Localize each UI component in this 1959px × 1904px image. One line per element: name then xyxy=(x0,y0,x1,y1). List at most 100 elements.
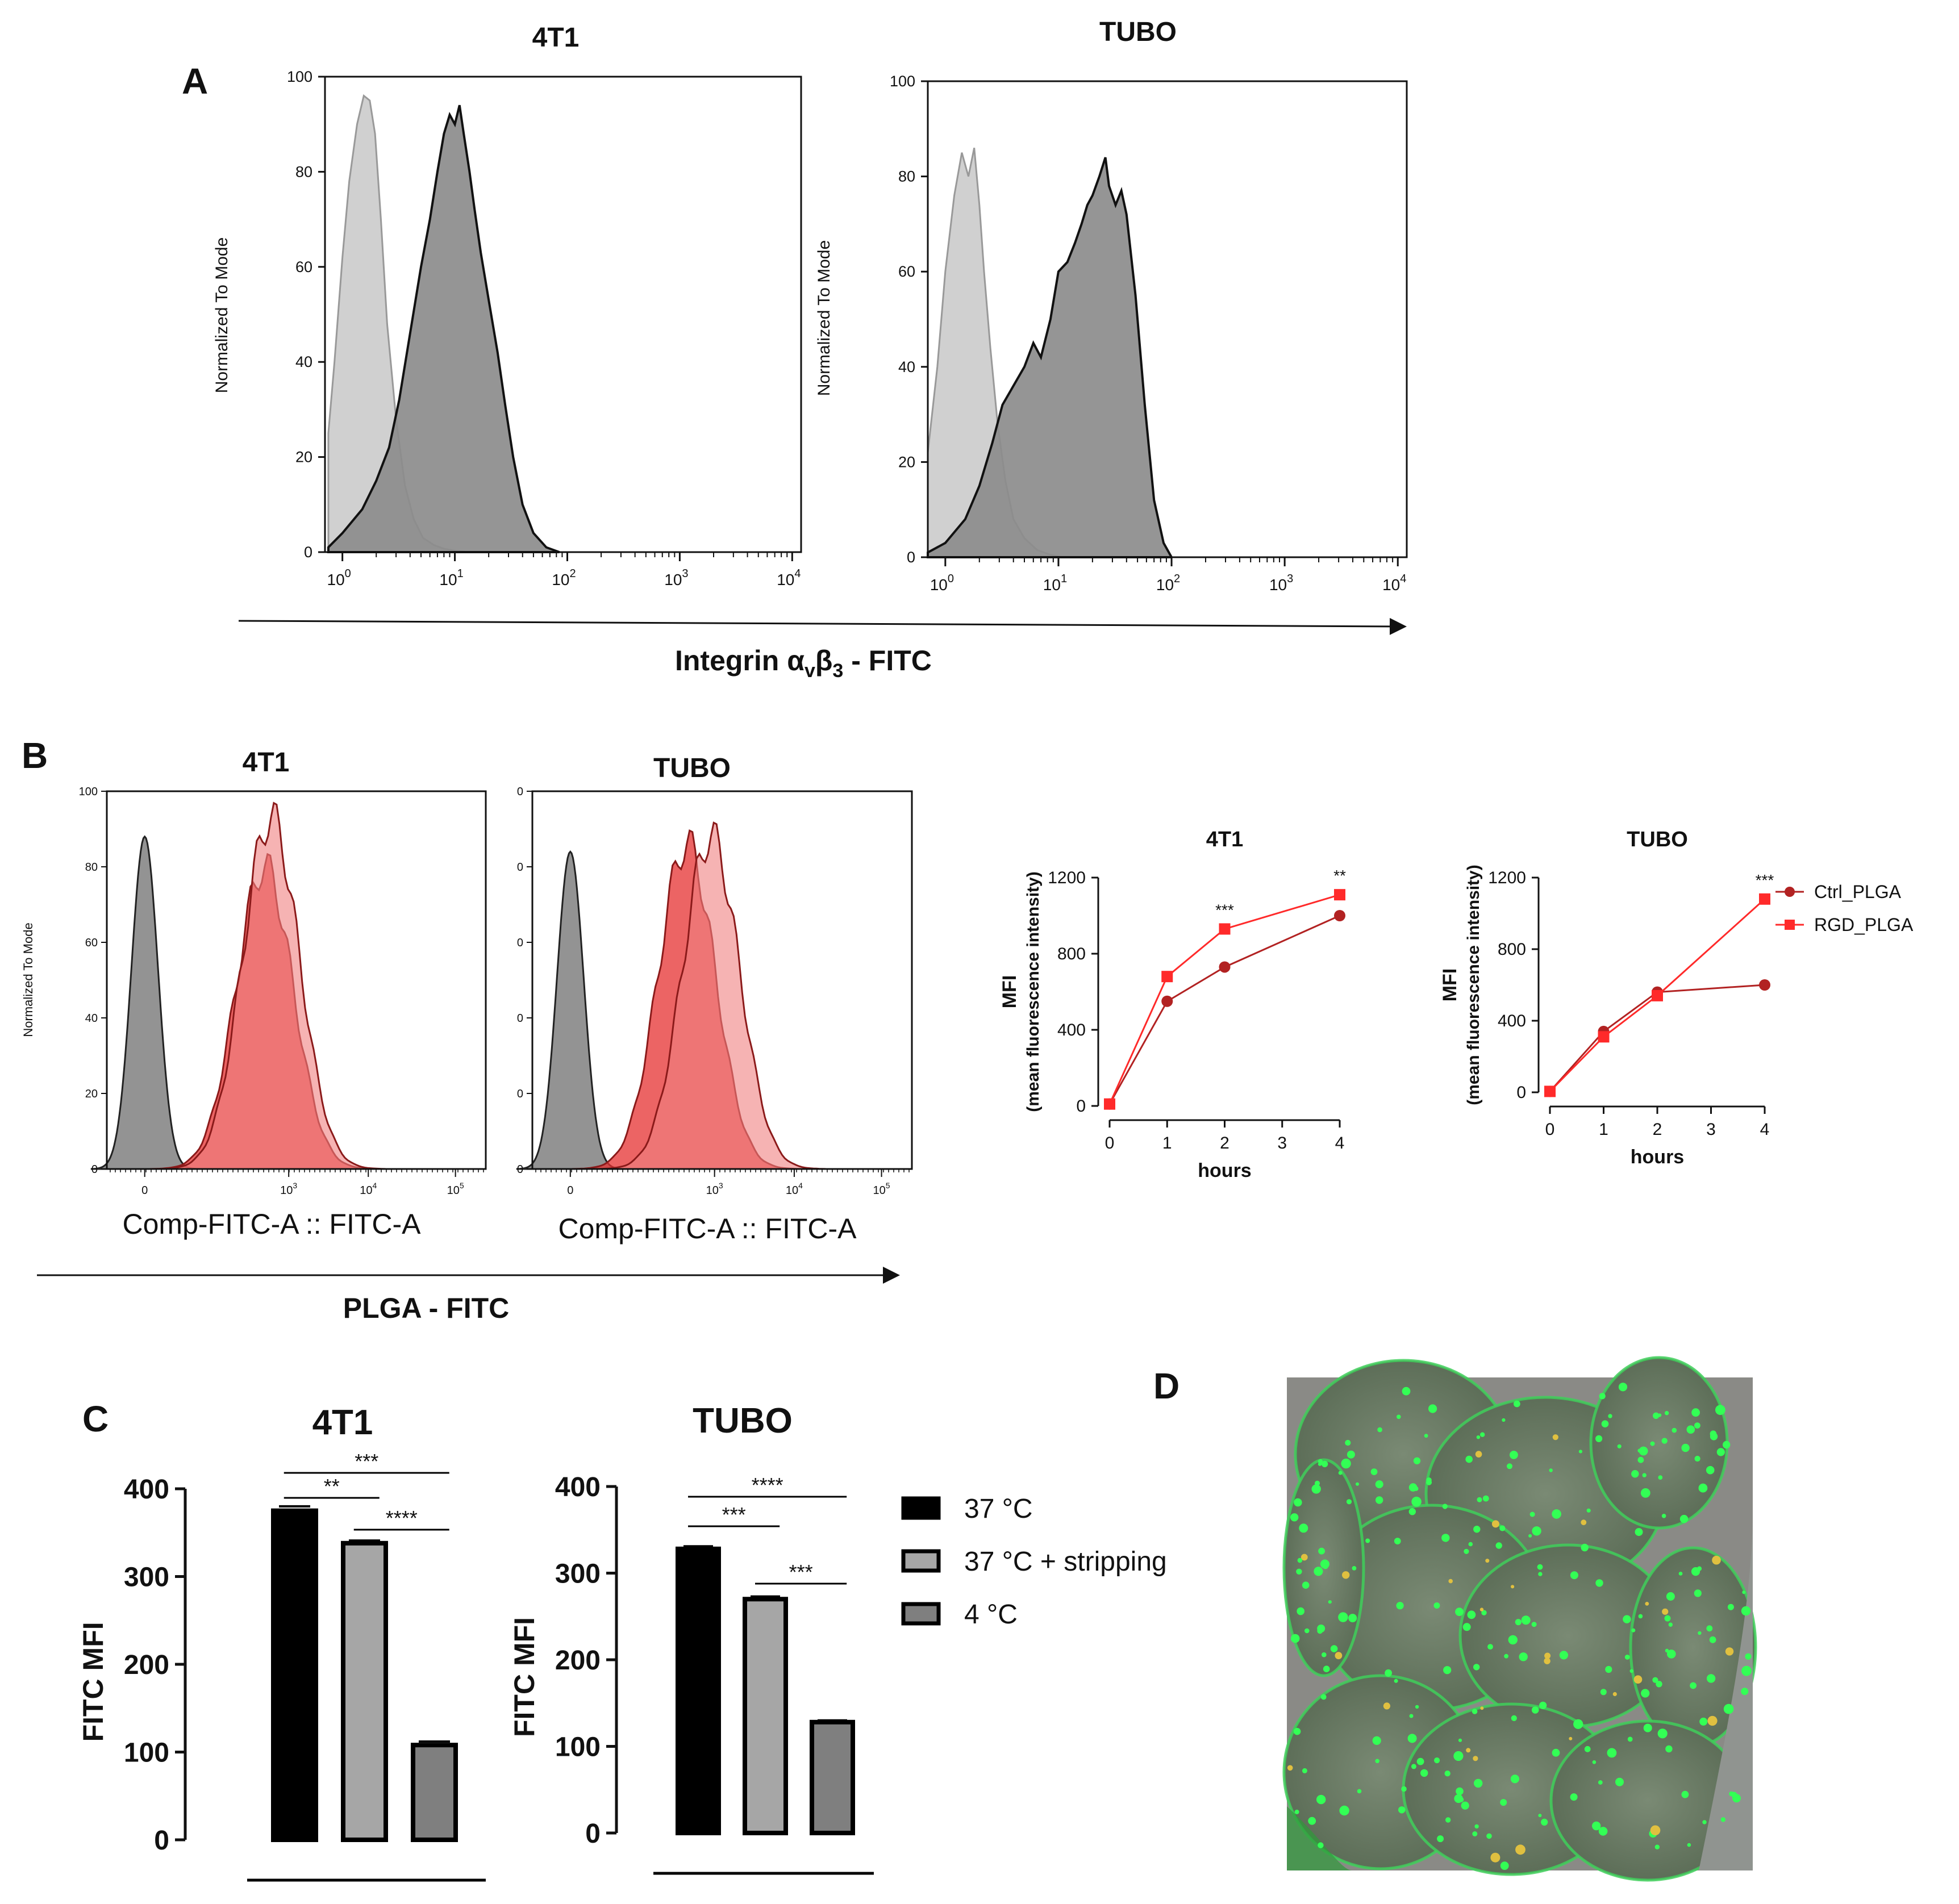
fluorescent-particle xyxy=(1437,1835,1444,1843)
fluorescent-particle xyxy=(1601,1420,1609,1427)
x-tick-label: 4 xyxy=(1335,1134,1345,1153)
data-point-Ctrl_PLGA xyxy=(1759,979,1770,991)
fluorescent-particle xyxy=(1318,1459,1323,1464)
fluorescent-particle xyxy=(1409,1714,1414,1718)
fluorescent-particle xyxy=(1482,1495,1489,1502)
fluorescent-particle xyxy=(1442,1504,1448,1509)
fluorescent-particle xyxy=(1318,1547,1326,1555)
fluorescent-particle xyxy=(1453,1751,1464,1761)
fluorescent-particle xyxy=(1302,1768,1307,1773)
y-tick-label: 200 xyxy=(124,1650,169,1680)
y-tick-label: 100 xyxy=(287,68,312,85)
data-point-RGD_PLGA xyxy=(1161,971,1173,983)
fluorescent-particle xyxy=(1416,1757,1424,1765)
fluorescent-particle xyxy=(1595,1579,1603,1587)
fluorescent-particle xyxy=(1727,1604,1734,1610)
background-region xyxy=(1699,1511,1753,1870)
x-tick-label: 100 xyxy=(930,573,954,594)
legend-label: 37 °C + stripping xyxy=(964,1547,1167,1577)
fluorescent-particle xyxy=(1709,1636,1716,1643)
fluorescent-particle xyxy=(1311,1484,1321,1494)
x-tick-label: 104 xyxy=(786,1181,803,1197)
fluorescent-particle xyxy=(1468,1542,1473,1547)
histogram-4t1: 4T1 Normalized To Mode 0 20 40 60 80 100 100 10… xyxy=(212,23,802,588)
fluorescent-particle xyxy=(1377,1427,1382,1433)
significance-label: **** xyxy=(386,1506,418,1530)
y-axis-label: Normalized To Mode xyxy=(21,922,35,1037)
fluorescent-particle xyxy=(1641,1689,1650,1698)
y-tick-label: 800 xyxy=(1498,940,1526,959)
histogram-RGD_PLGA xyxy=(156,801,386,1170)
y-tick-label: 0 xyxy=(91,1163,98,1176)
fluorescent-particle xyxy=(1707,1715,1718,1726)
fluorescent-particle xyxy=(1741,1665,1752,1676)
confocal-micrograph xyxy=(1282,1356,1757,1882)
fluorescent-particle xyxy=(1357,1789,1362,1794)
fluorescent-particle xyxy=(1658,1413,1662,1417)
fluorescent-particle xyxy=(1592,1760,1597,1764)
fluorescent-particle xyxy=(1643,1723,1652,1732)
fluorescent-particle xyxy=(1598,1827,1608,1836)
fluorescent-particle xyxy=(1407,1734,1417,1743)
data-point-RGD_PLGA xyxy=(1652,989,1663,1001)
fluorescent-particle xyxy=(1465,1455,1473,1463)
legend-swatch xyxy=(901,1549,941,1573)
fluorescent-particle xyxy=(1573,1719,1583,1729)
fluorescent-particle xyxy=(1347,1450,1355,1459)
x-tick-label: 103 xyxy=(706,1181,723,1197)
fluorescent-particle xyxy=(1631,1470,1639,1478)
fluorescent-particle xyxy=(1486,1833,1492,1839)
fluorescent-particle xyxy=(1656,1681,1662,1688)
fluorescent-particle xyxy=(1639,1446,1648,1456)
y-tick-label: 300 xyxy=(555,1559,601,1589)
fluorescent-particle xyxy=(1652,1677,1658,1683)
fluorescent-particle xyxy=(1290,1513,1299,1522)
x-tick-label: 104 xyxy=(1382,573,1406,594)
fluorescent-particle xyxy=(1581,1519,1587,1526)
y-axis-label: FITC MFI xyxy=(508,1617,540,1737)
y-tick-label: 0 xyxy=(517,861,523,874)
fluorescent-particle xyxy=(1485,1559,1490,1563)
y-tick-label: 800 xyxy=(1057,945,1086,963)
x-axis-label: Integrin αvβ3 - FITC xyxy=(675,645,932,682)
x-tick-label: 3 xyxy=(1706,1120,1716,1139)
fluorescent-particle xyxy=(1434,1757,1440,1764)
fluorescent-particle xyxy=(1645,1602,1649,1606)
fluorescent-particle xyxy=(1341,1458,1351,1469)
fluorescent-particle xyxy=(1702,1820,1707,1824)
fluorescent-particle xyxy=(1370,1468,1378,1476)
fluorescent-particle xyxy=(1640,1488,1650,1498)
y-tick-label: 100 xyxy=(79,786,98,798)
fluorescent-particle xyxy=(1445,1817,1451,1823)
y-tick-label: 200 xyxy=(555,1646,601,1676)
fluorescent-particle xyxy=(1508,1635,1518,1645)
y-axis-label-secondary: (mean fluorescence intensity) xyxy=(1024,871,1043,1112)
fluorescent-particle xyxy=(1302,1581,1310,1589)
y-tick-label: 20 xyxy=(85,1088,98,1100)
fluorescent-particle xyxy=(1617,1444,1622,1448)
fluorescent-particle xyxy=(1539,1701,1547,1709)
legend: 37 °C 37 °C + stripping 4 °C xyxy=(901,1494,1167,1630)
y-tick-label: 1200 xyxy=(1488,869,1526,887)
fluorescent-particle xyxy=(1624,1655,1630,1660)
fluorescent-particle xyxy=(1552,1748,1560,1757)
fluorescent-particle xyxy=(1321,1460,1328,1468)
fluorescent-particle xyxy=(1420,1769,1428,1777)
fluorescent-particle xyxy=(1578,1450,1582,1454)
y-tick-label: 0 xyxy=(517,1163,523,1176)
fluorescent-particle xyxy=(1623,1615,1631,1623)
fluorescent-particle xyxy=(1473,1664,1480,1671)
fluorescent-particle xyxy=(1348,1614,1357,1623)
fluorescent-particle xyxy=(1687,1843,1691,1847)
fluorescent-particle xyxy=(1414,1486,1419,1491)
fluorescent-particle xyxy=(1694,1455,1700,1462)
y-tick-label: 0 xyxy=(517,1088,523,1100)
fluorescent-particle xyxy=(1552,1434,1558,1440)
fluorescent-particle xyxy=(1474,1824,1479,1829)
y-tick-label: 40 xyxy=(295,353,312,370)
fluorescent-particle xyxy=(1394,1538,1401,1545)
fluorescent-particle xyxy=(1476,1435,1481,1439)
x-tick-label: 2 xyxy=(1220,1134,1229,1153)
fluorescent-particle xyxy=(1519,1652,1528,1661)
